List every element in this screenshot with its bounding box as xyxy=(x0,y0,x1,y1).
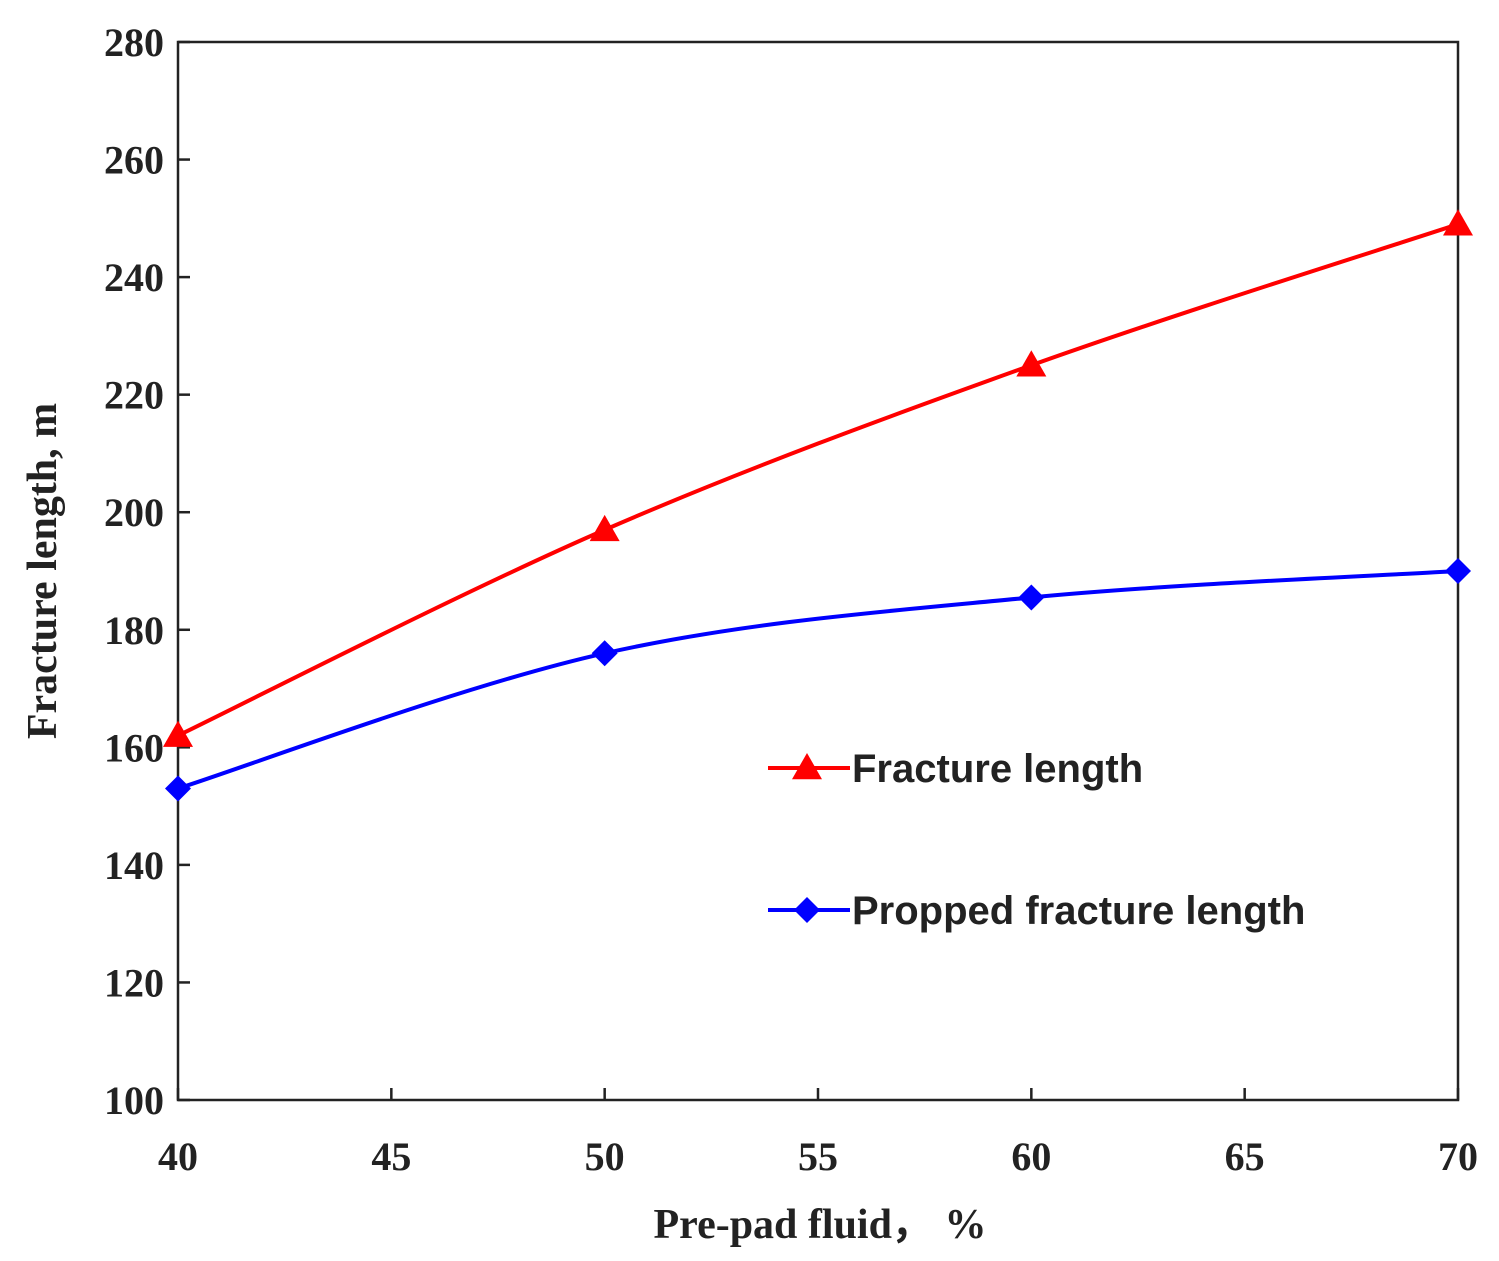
x-tick-label: 40 xyxy=(158,1134,198,1179)
y-tick-label: 140 xyxy=(104,843,164,888)
y-axis: 100 120 140 160 180 200 220 240 260 280 xyxy=(104,20,190,1123)
data-point xyxy=(1016,350,1047,377)
x-tick-label: 45 xyxy=(371,1134,411,1179)
data-point xyxy=(165,775,191,802)
series-2 xyxy=(165,558,1471,802)
y-tick-label: 240 xyxy=(104,255,164,300)
data-point xyxy=(1443,209,1473,236)
x-axis-title: Pre-pad fluid， % xyxy=(654,1202,987,1248)
y-tick-label: 160 xyxy=(104,725,164,770)
x-tick-label: 70 xyxy=(1438,1134,1478,1179)
series-layer xyxy=(163,209,1473,802)
series-1 xyxy=(163,209,1473,747)
plot-border xyxy=(176,40,1460,1102)
y-tick-label: 100 xyxy=(104,1078,164,1123)
y-axis-title: Fracture length, m xyxy=(20,403,66,739)
series-line xyxy=(177,222,1459,738)
legend-item: Propped fracture length xyxy=(768,889,1305,933)
y-tick-label: 260 xyxy=(104,138,164,183)
data-point xyxy=(163,720,193,747)
data-point xyxy=(1445,558,1471,584)
legend-marker xyxy=(794,897,820,923)
y-tick-label: 120 xyxy=(104,960,164,1005)
data-point xyxy=(1018,584,1045,611)
legend-item: Fracture length xyxy=(768,747,1143,791)
legend-label: Propped fracture length xyxy=(852,889,1305,933)
y-tick-label: 180 xyxy=(104,608,164,653)
series-line xyxy=(177,569,1459,791)
plot-frame xyxy=(176,40,1460,1102)
x-tick-label: 65 xyxy=(1225,1134,1265,1179)
legend-marker xyxy=(792,753,822,780)
y-tick-label: 280 xyxy=(104,20,164,65)
y-tick-label: 220 xyxy=(104,373,164,418)
data-point xyxy=(589,514,620,542)
x-tick-label: 55 xyxy=(798,1134,838,1179)
x-tick-label: 60 xyxy=(1011,1134,1051,1179)
legend: Fracture length Propped fracture length xyxy=(768,747,1305,933)
x-tick-label: 50 xyxy=(585,1134,625,1179)
data-point xyxy=(591,640,618,667)
x-axis: 40 45 50 55 60 65 70 xyxy=(158,1088,1478,1179)
y-tick-label: 200 xyxy=(104,490,164,535)
legend-label: Fracture length xyxy=(852,747,1143,791)
